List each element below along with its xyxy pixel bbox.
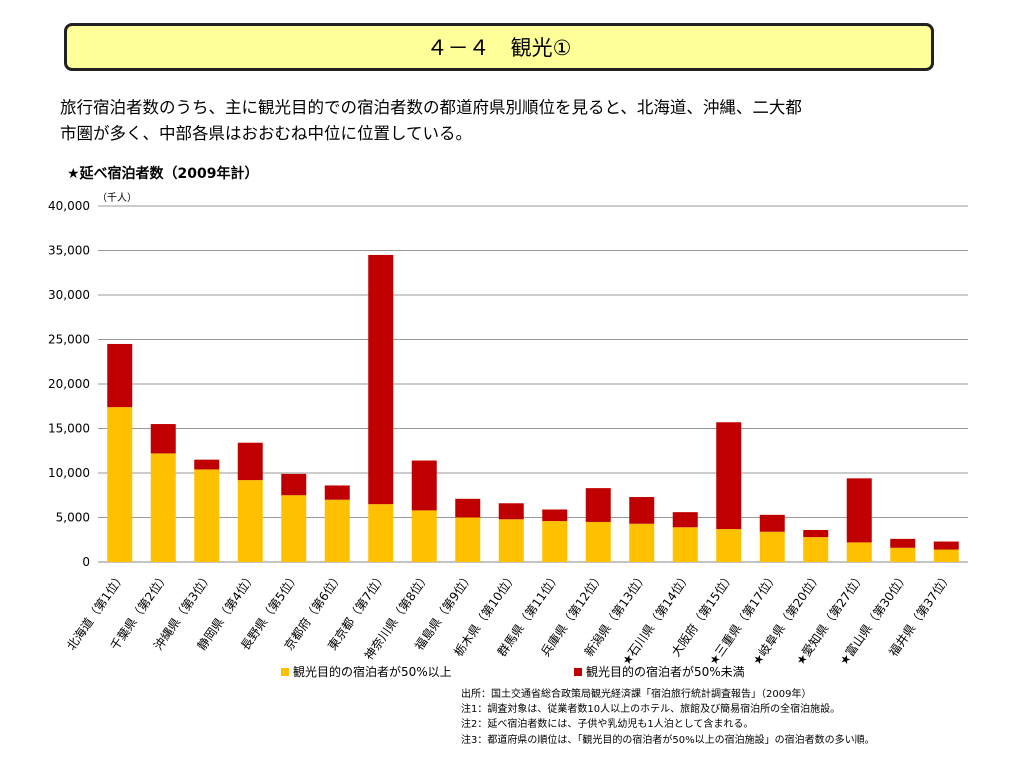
chart-title: ★延べ宿泊者数（2009年計） — [67, 166, 259, 182]
bar-segment-tourism-minority — [716, 422, 742, 530]
bar-segment-tourism-minority — [585, 488, 611, 522]
footnote-3: 注3：都道府県の順位は、「観光目的の宿泊者が50%以上の宿泊施設」の宿泊者数の多… — [461, 734, 875, 746]
y-tick-label: 20,000 — [48, 377, 90, 391]
bar-segment-tourism-majority — [890, 547, 916, 562]
bar-segment-tourism-minority — [672, 512, 698, 528]
intro-line-1: 旅行宿泊者数のうち、主に観光目的での宿泊者数の都道府県別順位を見ると、北海道、沖… — [60, 98, 802, 117]
page-title: ４－４ 観光① — [426, 36, 572, 60]
y-tick-label: 30,000 — [48, 288, 90, 302]
bar-segment-tourism-majority — [150, 453, 176, 562]
bar-segment-tourism-majority — [368, 504, 394, 562]
footnote-source: 出所：国土交通省総合政策局観光経済課「宿泊旅行統計調査報告」（2009年） — [461, 689, 812, 700]
unit-label: （千人） — [97, 193, 137, 204]
bar-segment-tourism-majority — [759, 531, 785, 562]
bar-segment-tourism-minority — [411, 460, 437, 511]
bar-segment-tourism-majority — [107, 407, 133, 562]
bar-segment-tourism-minority — [107, 343, 133, 408]
bar-segment-tourism-majority — [324, 499, 350, 562]
footnote-1: 注1：調査対象は、従業者数10人以上のホテル、旅館及び簡易宿泊所の全宿泊施設。 — [461, 704, 841, 716]
bar-segment-tourism-minority — [368, 254, 394, 505]
bar-segment-tourism-minority — [324, 485, 350, 500]
bar-segment-tourism-minority — [281, 473, 307, 496]
legend-item-tourism-minority: 観光目的の宿泊者が50%未満 — [574, 663, 745, 680]
footnote-2: 注2：延べ宿泊者数には、子供や乳幼児も1人泊として含まれる。 — [461, 719, 754, 731]
footnotes: 出所：国土交通省総合政策局観光経済課「宿泊旅行統計調査報告」（2009年） 注1… — [461, 687, 875, 748]
bar-segment-tourism-majority — [542, 521, 568, 562]
bar-segment-tourism-majority — [716, 529, 742, 562]
bar-segment-tourism-minority — [803, 529, 829, 538]
legend-swatch-yellow — [281, 667, 289, 676]
bar-segment-tourism-majority — [281, 495, 307, 562]
bar-segment-tourism-minority — [933, 541, 959, 550]
bar-segment-tourism-minority — [890, 538, 916, 548]
bar-segment-tourism-minority — [542, 509, 568, 522]
bar-segment-tourism-majority — [194, 469, 220, 562]
intro-line-2: 市圏が多く、中部各県はおおむね中位に位置している。 — [60, 124, 473, 143]
bar-segment-tourism-minority — [629, 497, 655, 524]
bar-segment-tourism-minority — [150, 424, 176, 454]
y-tick-label: 10,000 — [48, 466, 90, 480]
y-tick-label: 5,000 — [56, 511, 90, 525]
intro-text: 旅行宿泊者数のうち、主に観光目的での宿泊者数の都道府県別順位を見ると、北海道、沖… — [60, 95, 940, 147]
bar-segment-tourism-majority — [672, 527, 698, 562]
bar-segment-tourism-minority — [194, 459, 220, 470]
bar-segment-tourism-majority — [498, 519, 524, 562]
y-tick-label: 35,000 — [48, 244, 90, 258]
legend-swatch-red — [574, 667, 582, 676]
y-tick-label: 0 — [82, 555, 90, 569]
y-tick-label: 25,000 — [48, 333, 90, 347]
bar-segment-tourism-majority — [933, 549, 959, 562]
bar-segment-tourism-minority — [237, 442, 263, 481]
y-tick-label: 40,000 — [48, 199, 90, 213]
bar-segment-tourism-minority — [846, 478, 872, 543]
legend-item-tourism-majority: 観光目的の宿泊者が50%以上 — [281, 663, 452, 680]
bar-segment-tourism-minority — [498, 503, 524, 520]
bar-segment-tourism-majority — [237, 480, 263, 562]
y-tick-label: 15,000 — [48, 422, 90, 436]
title-box: ４－４ 観光① — [64, 23, 934, 71]
bar-segment-tourism-majority — [846, 542, 872, 562]
bar-segment-tourism-majority — [803, 537, 829, 562]
bar-segment-tourism-majority — [411, 510, 437, 562]
bar-segment-tourism-majority — [629, 523, 655, 562]
legend-label: 観光目的の宿泊者が50%未満 — [586, 665, 745, 679]
bar-segment-tourism-minority — [759, 514, 785, 532]
bar-segment-tourism-majority — [455, 517, 481, 562]
bar-segment-tourism-majority — [585, 521, 611, 562]
bar-segment-tourism-minority — [455, 498, 481, 518]
legend-label: 観光目的の宿泊者が50%以上 — [293, 665, 452, 679]
